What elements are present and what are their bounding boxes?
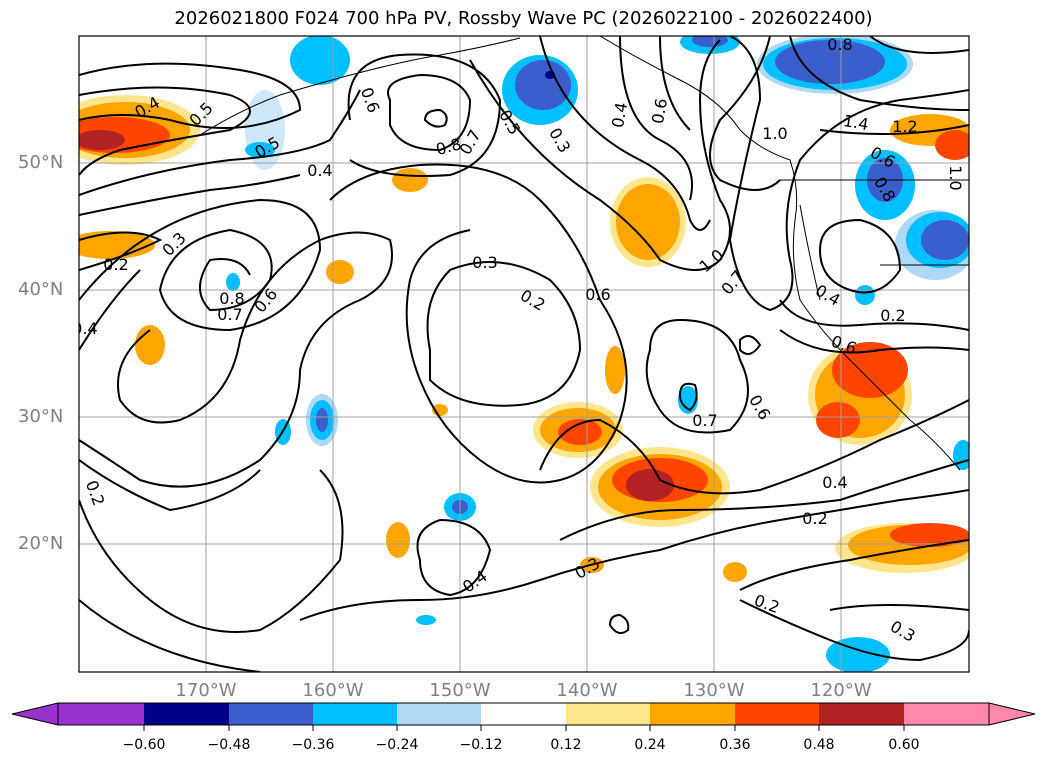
colorbar-extend-high — [988, 702, 1036, 726]
contour-label: 0.3 — [472, 253, 497, 272]
lon-label: 120°W — [810, 680, 872, 701]
colorbar-bin — [229, 703, 313, 725]
colorbar-tick-label: −0.12 — [459, 737, 503, 753]
colorbar-bin — [313, 703, 397, 725]
contour-label: 0.4 — [72, 319, 97, 338]
lon-label: 160°W — [302, 680, 364, 701]
lat-label: 40°N — [18, 279, 64, 300]
colorbar-tick-label: −0.24 — [375, 737, 419, 753]
colorbar-bin — [735, 703, 819, 725]
contour-label: 0.6 — [648, 97, 671, 125]
colorbar-tick-label: −0.48 — [207, 737, 251, 753]
colorbar-tick-label: 0.48 — [803, 737, 835, 753]
contour-label: 0.8 — [827, 35, 852, 54]
colorbar-bin — [58, 703, 144, 725]
coastlines — [199, 36, 969, 471]
lon-label: 170°W — [175, 680, 237, 701]
colorbar-bin — [819, 703, 904, 725]
colorbar-tick-label: 0.24 — [634, 737, 666, 753]
colorbar-frame — [57, 702, 990, 726]
lat-label: 50°N — [18, 152, 64, 173]
contour-label: 1.0 — [762, 124, 787, 143]
pv-contours — [79, 36, 969, 672]
colorbar-extend-low — [11, 702, 59, 726]
contour-label: 0.4 — [608, 101, 631, 129]
colorbar-bin — [144, 703, 229, 725]
contour-label: 0.2 — [103, 255, 128, 274]
contour-label: 0.4 — [307, 161, 332, 180]
contour-label: 0.2 — [802, 509, 827, 528]
colorbar-tick-label: −0.36 — [291, 737, 335, 753]
colorbar-bin — [397, 703, 481, 725]
contour-label: 0.4 — [822, 473, 847, 492]
contour-label: 0.7 — [217, 305, 242, 324]
contour-label: 0.7 — [692, 411, 717, 430]
contour-label: 1.4 — [842, 111, 870, 134]
colorbar-tick-label: −0.60 — [122, 737, 166, 753]
lat-label: 20°N — [18, 533, 64, 554]
map-title: 2026021800 F024 700 hPa PV, Rossby Wave … — [174, 8, 873, 29]
lon-label: 150°W — [429, 680, 491, 701]
map-frame — [78, 35, 970, 673]
colorbar — [11, 702, 1036, 731]
lon-label: 140°W — [556, 680, 618, 701]
contour-label: 0.2 — [880, 306, 905, 325]
colorbar-tick-label: 0.60 — [888, 737, 920, 753]
colorbar-tick-label: 0.36 — [719, 737, 751, 753]
colorbar-bin — [650, 703, 735, 725]
graticule — [79, 36, 969, 672]
contour-label: 0.6 — [585, 285, 610, 304]
lat-label: 30°N — [18, 406, 64, 427]
colorbar-bin — [481, 703, 566, 725]
colorbar-bin — [904, 703, 989, 725]
contour-label: 0.8 — [219, 289, 244, 308]
colorbar-tick-label: 0.12 — [550, 737, 582, 753]
lon-label: 130°W — [683, 680, 745, 701]
negative-anomaly-shading — [226, 36, 969, 672]
colorbar-bin — [566, 703, 650, 725]
contour-label: 1.0 — [946, 165, 965, 190]
contour-label: 1.2 — [892, 117, 917, 136]
